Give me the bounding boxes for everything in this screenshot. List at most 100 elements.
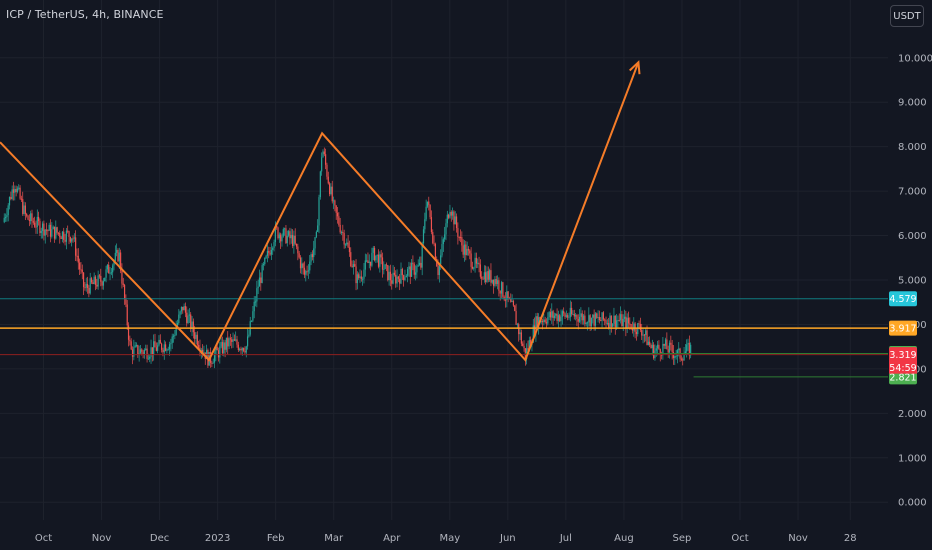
candle-body [179,311,181,315]
candle-body [403,275,405,281]
candle-body [23,205,25,214]
candle-body [369,261,372,266]
candle-body [475,257,478,264]
candle-body [536,316,538,328]
candle-body [104,277,106,282]
candle-body [678,348,680,351]
candle-body [142,351,144,355]
candle-body [363,269,365,279]
candle-body [287,231,290,236]
candle-body [646,330,648,346]
candle-body [389,271,392,281]
candle-body [494,279,496,286]
candle-body [161,343,163,350]
candle-body [31,213,33,222]
candle-body [291,234,294,246]
candle-body [356,274,358,284]
candle-body [338,216,340,225]
candle-body [510,298,512,302]
candle-body [297,246,299,254]
candle-body [323,151,325,155]
candle-body [342,232,344,234]
candle-body [610,315,612,327]
candle-body [638,323,640,325]
candle-body [471,266,474,269]
candle-body [564,313,566,317]
candle-body [274,225,276,243]
candle-body [303,267,306,275]
candle-body [434,243,437,260]
candle-body [586,322,589,324]
candle-body [582,315,585,321]
candle-body [6,215,8,218]
candle-body [433,243,435,245]
candle-body [116,249,118,253]
candle-body [75,237,77,256]
candle-body [687,342,689,345]
candle-body [352,264,354,267]
candle-body [555,313,557,316]
candle-body [578,316,581,322]
candle-body [498,280,500,291]
candle-body [670,342,672,345]
candle-body [641,330,643,336]
candle-body [671,344,673,353]
candle-body [97,275,99,287]
candle-body [355,266,357,284]
candle-body [127,325,130,340]
candle-body [597,317,599,319]
candle-body [47,230,49,232]
candle-body [549,312,552,318]
candle-body [85,283,87,288]
candle-body [315,231,317,238]
candle-body [266,251,269,256]
candle-body [618,320,620,322]
candle-body [416,266,418,273]
candle-body [191,321,193,330]
candle-body [159,339,161,344]
candle-body [405,275,407,278]
candle-body [515,311,517,325]
candle-body [506,291,508,301]
candle-body [164,344,167,351]
candle-body [651,344,653,349]
candle-body [442,239,444,245]
candle-body [228,338,230,347]
candle-body [186,312,188,324]
candle-body [129,339,131,342]
candle-body [158,339,160,346]
candle-body [547,317,549,324]
candle-body [438,264,440,276]
candle-body [383,268,385,270]
candle-body [563,311,565,314]
candle-body [364,260,366,270]
price-label-box [889,347,917,363]
candle-body [680,358,683,360]
candle-body [118,252,120,262]
candle-body [441,244,443,256]
candle-body [682,359,684,361]
zigzag-pattern-line [0,61,640,362]
candle-body [34,222,36,227]
candle-body [543,319,545,323]
candle-body [252,311,254,321]
candle-body [270,249,272,255]
candle-body [8,196,11,206]
candle-body [473,267,475,269]
candle-body [84,287,86,289]
candle-body [112,265,114,273]
candle-body [151,347,153,355]
candle-body [188,314,190,316]
candle-body [102,281,105,286]
candle-body [310,254,312,262]
y-tick-label: 10.000 [898,53,932,64]
candle-body [149,356,151,359]
candle-body [257,286,259,289]
candle-body [545,322,548,324]
candle-body [470,253,472,267]
currency-button[interactable]: USDT [890,5,924,27]
countdown-box [889,360,917,374]
candle-body [615,320,618,328]
candle-body [482,278,484,280]
